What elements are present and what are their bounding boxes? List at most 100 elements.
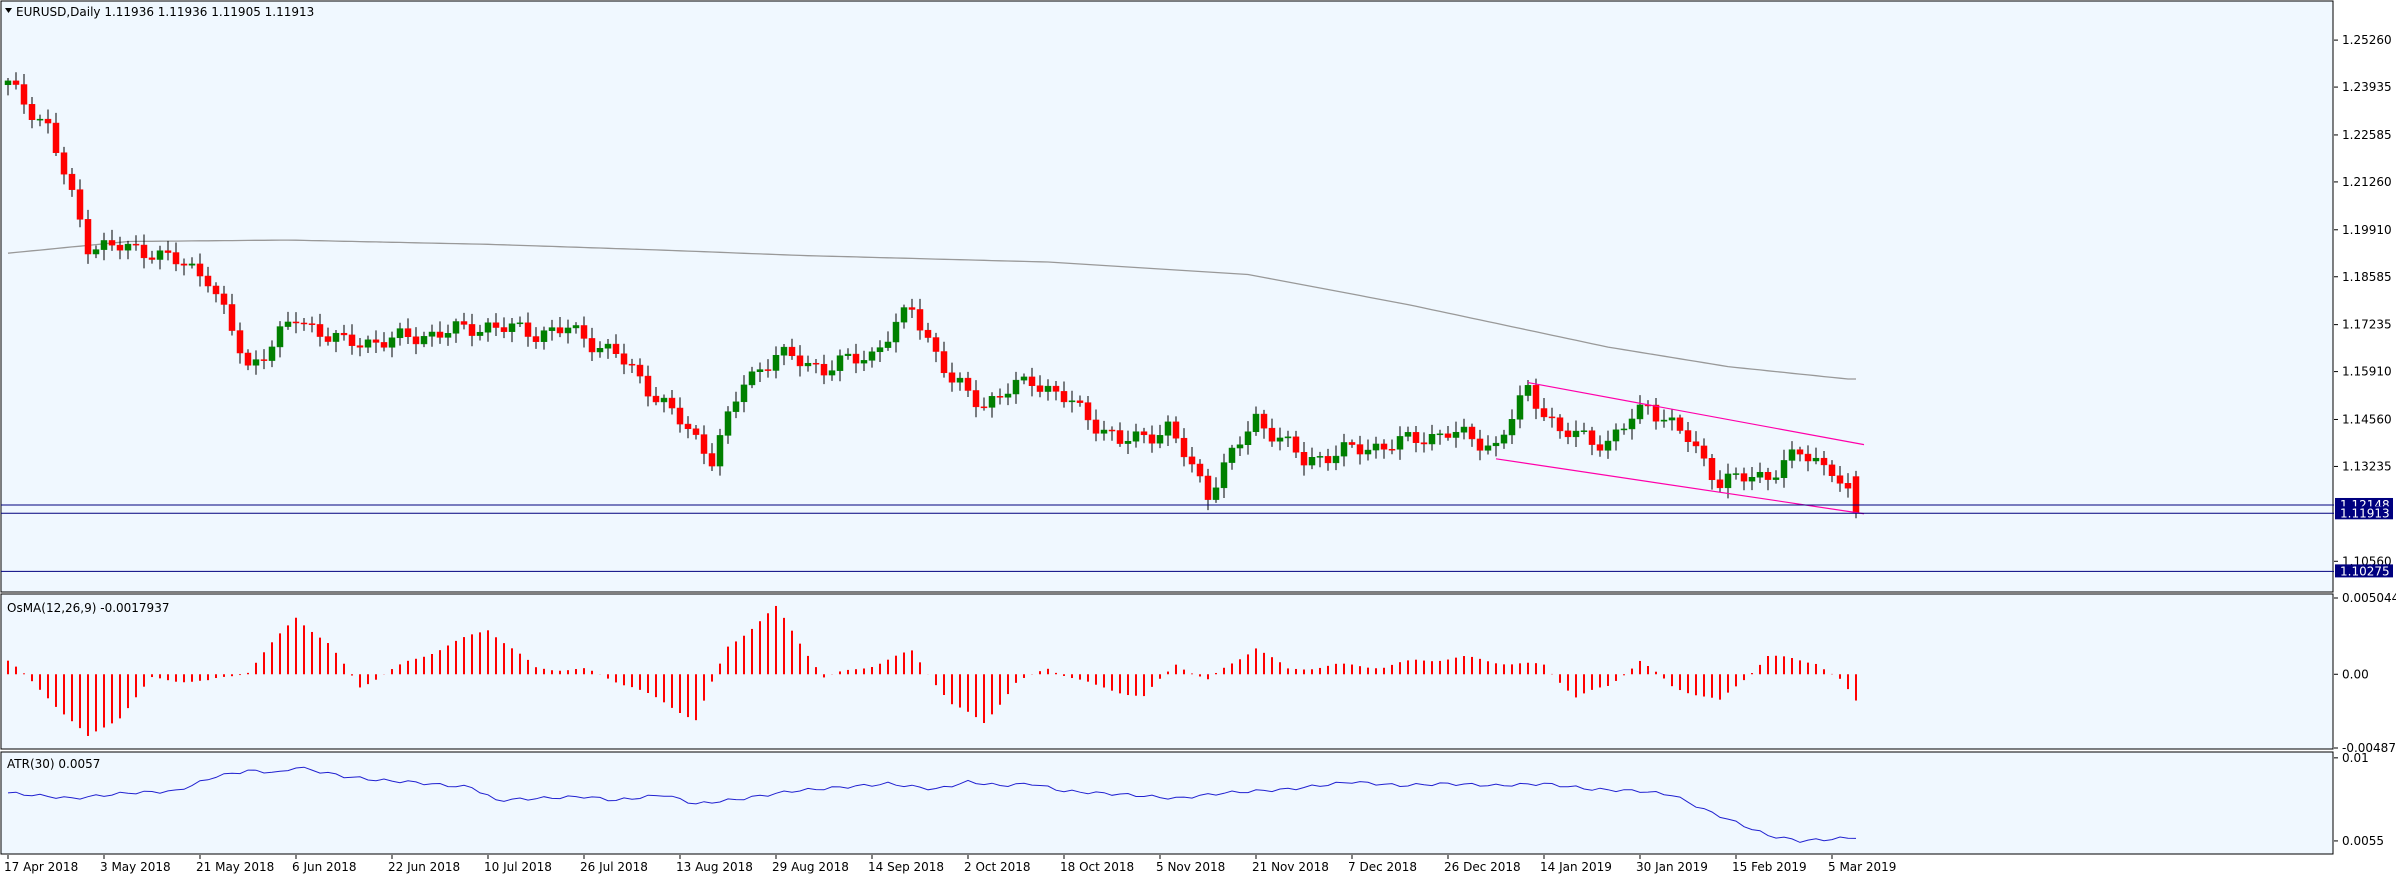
candle bbox=[428, 324, 436, 347]
candle bbox=[548, 319, 556, 341]
candle-body bbox=[1460, 426, 1468, 433]
candle bbox=[332, 329, 340, 353]
horizontal-lines-layer bbox=[1, 504, 2334, 572]
candle-body bbox=[1492, 442, 1500, 447]
candle-body bbox=[1444, 433, 1452, 438]
candle bbox=[484, 318, 492, 342]
time-tick-label: 14 Jan 2019 bbox=[1540, 860, 1612, 874]
candle-body bbox=[532, 336, 540, 342]
candle bbox=[692, 425, 700, 440]
candle-body bbox=[1588, 430, 1596, 445]
candle bbox=[532, 327, 540, 349]
candle bbox=[668, 390, 676, 415]
candle-body bbox=[636, 364, 644, 377]
atr-plot-background[interactable] bbox=[0, 751, 2334, 855]
candle-body bbox=[1692, 441, 1700, 447]
candle bbox=[140, 234, 148, 269]
price-tag-label: 1.11913 bbox=[2340, 506, 2390, 520]
candle bbox=[1308, 447, 1316, 470]
candle-body bbox=[1108, 429, 1116, 432]
candle-body bbox=[948, 372, 956, 383]
candle bbox=[636, 358, 644, 384]
candle bbox=[924, 322, 932, 343]
candle-body bbox=[428, 331, 436, 337]
candle-body bbox=[444, 333, 452, 338]
candle-body bbox=[116, 244, 124, 251]
candle bbox=[716, 428, 724, 476]
candle-body bbox=[804, 362, 812, 367]
candle bbox=[1764, 467, 1772, 491]
candle bbox=[564, 319, 572, 344]
time-tick-label: 15 Feb 2019 bbox=[1732, 860, 1807, 874]
candle-body bbox=[1628, 418, 1636, 430]
channel-upper-line[interactable] bbox=[1527, 382, 1865, 446]
candle bbox=[1204, 468, 1212, 511]
candle-body bbox=[1252, 413, 1260, 432]
candle-body bbox=[484, 322, 492, 333]
candle bbox=[1676, 414, 1684, 434]
candle-body bbox=[356, 345, 364, 348]
candle bbox=[1460, 418, 1468, 440]
candle-body bbox=[612, 343, 620, 354]
candle bbox=[1012, 371, 1020, 404]
candle-body bbox=[1380, 443, 1388, 450]
candle bbox=[452, 318, 460, 343]
candle-body bbox=[436, 331, 444, 338]
candle bbox=[508, 317, 516, 343]
candle bbox=[52, 112, 60, 156]
candle-body bbox=[1196, 463, 1204, 477]
candle bbox=[1124, 430, 1132, 455]
candle bbox=[1212, 477, 1220, 503]
candle bbox=[1604, 430, 1612, 459]
candle bbox=[1724, 463, 1732, 499]
candle-body bbox=[1132, 431, 1140, 442]
candle-body bbox=[244, 352, 252, 366]
candle-body bbox=[940, 351, 948, 374]
candle-body bbox=[188, 263, 196, 266]
dropdown-triangle-icon[interactable] bbox=[5, 8, 12, 13]
candle bbox=[460, 312, 468, 330]
candle bbox=[996, 388, 1004, 405]
candle bbox=[756, 362, 764, 382]
candle bbox=[740, 375, 748, 413]
candle bbox=[1428, 424, 1436, 451]
candle-body bbox=[388, 337, 396, 348]
candle-body bbox=[348, 334, 356, 346]
candle bbox=[684, 416, 692, 439]
candle-body bbox=[756, 369, 764, 372]
candle-body bbox=[1028, 376, 1036, 386]
candle-body bbox=[1436, 433, 1444, 436]
candle-body bbox=[1220, 462, 1228, 489]
osma-plot-background[interactable] bbox=[0, 593, 2334, 750]
candle-body bbox=[340, 332, 348, 336]
candle-body bbox=[1428, 434, 1436, 445]
candle-body bbox=[980, 406, 988, 409]
candle bbox=[988, 392, 996, 418]
candle-body bbox=[28, 104, 36, 120]
candle bbox=[700, 425, 708, 465]
candle-body bbox=[268, 346, 276, 361]
candle bbox=[516, 316, 524, 327]
candle bbox=[228, 293, 236, 336]
atr-tick-label: 0.0055 bbox=[2342, 834, 2384, 848]
candle-body bbox=[1052, 385, 1060, 392]
candle bbox=[476, 324, 484, 341]
candle-body bbox=[604, 343, 612, 349]
candle bbox=[468, 313, 476, 347]
candle-body bbox=[1212, 487, 1220, 500]
candle bbox=[1636, 395, 1644, 424]
candle-body bbox=[164, 250, 172, 253]
candle-body bbox=[1468, 426, 1476, 440]
candle-body bbox=[420, 336, 428, 345]
candle bbox=[732, 391, 740, 419]
candle-body bbox=[4, 80, 12, 86]
main-plot-background[interactable] bbox=[0, 0, 2334, 593]
candle-body bbox=[972, 390, 980, 408]
candle-body bbox=[1412, 432, 1420, 443]
candle-body bbox=[1172, 421, 1180, 439]
candle-body bbox=[564, 327, 572, 334]
candle-body bbox=[908, 307, 916, 310]
osma-histogram-layer bbox=[7, 605, 1857, 736]
osma-tick-label: 0.00 bbox=[2342, 667, 2369, 681]
